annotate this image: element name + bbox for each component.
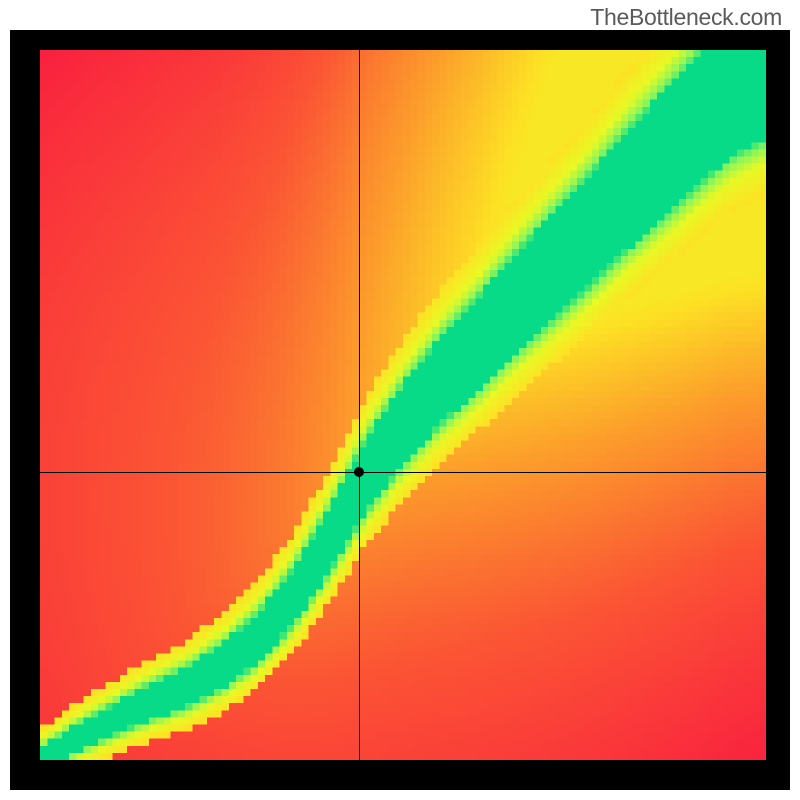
outer-frame bbox=[10, 30, 790, 790]
crosshair-vertical bbox=[359, 50, 360, 760]
plot-area bbox=[40, 50, 766, 760]
chart-container: TheBottleneck.com bbox=[0, 0, 800, 800]
heatmap-canvas bbox=[40, 50, 766, 760]
marker-dot bbox=[354, 467, 364, 477]
watermark-text: TheBottleneck.com bbox=[590, 4, 782, 31]
crosshair-horizontal bbox=[40, 472, 766, 473]
